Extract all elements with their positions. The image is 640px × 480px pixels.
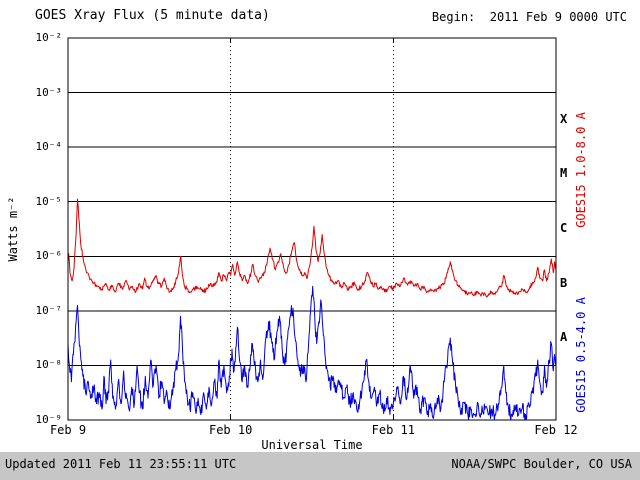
y-tick-label: 10⁻⁵ [35, 194, 63, 208]
flare-class-label: A [560, 330, 568, 345]
plot-background [68, 38, 556, 420]
flare-class-label: B [560, 275, 568, 290]
y-tick-label: 10⁻² [35, 31, 63, 44]
flare-class-label: C [560, 221, 568, 235]
y-tick-label: 10⁻⁷ [35, 303, 63, 317]
y-tick-label: 10⁻⁹ [35, 413, 63, 426]
y-tick-label: 10⁻³ [35, 85, 63, 99]
flare-class-label: X [560, 111, 568, 126]
x-axis-title: Universal Time [261, 438, 363, 452]
x-tick-label: Feb 12 [534, 423, 578, 437]
y-tick-label: 10⁻⁸ [35, 358, 63, 372]
series-line-short-wavelength [67, 285, 557, 421]
x-tick-label: Feb 9 [49, 423, 87, 437]
x-tick-label: Feb 11 [371, 423, 415, 437]
plot-frame [67, 37, 557, 421]
series-label-long-wavelength: GOES15 1.0-8.0 A [574, 112, 588, 228]
footer-bar: Updated 2011 Feb 11 23:55:11 UTC NOAA/SW… [0, 452, 640, 480]
updated-timestamp: Updated 2011 Feb 11 23:55:11 UTC [5, 457, 237, 471]
y-tick-label: 10⁻⁶ [35, 249, 63, 263]
flare-class-label: M [560, 166, 568, 181]
credit-text: NOAA/SWPC Boulder, CO USA [451, 457, 632, 471]
y-tick-label: 10⁻⁴ [35, 140, 63, 154]
begin-timestamp: Begin: 2011 Feb 9 0000 UTC [431, 10, 627, 24]
x-tick-label: Feb 10 [208, 423, 253, 437]
series-label-short-wavelength: GOES15 0.5-4.0 A [574, 297, 588, 413]
chart-title: GOES Xray Flux (5 minute data) [35, 8, 270, 23]
y-axis-title: Watts m⁻² [6, 196, 20, 262]
series-line-long-wavelength [67, 198, 557, 298]
